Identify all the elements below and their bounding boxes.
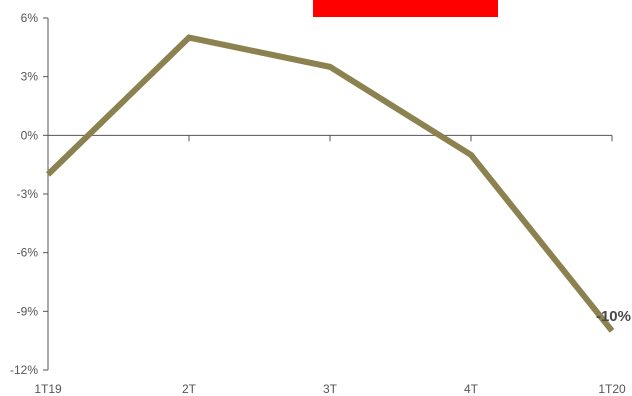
header-red-box [313,0,498,17]
y-tick-labels: 6% 3% 0% -3% -6% -9% -12% [10,11,38,377]
y-tick-label: -6% [17,246,39,260]
series-group [45,34,615,333]
x-tick-label: 2T [182,382,197,396]
y-tick-label: 3% [21,70,39,84]
x-tick-label: 4T [464,382,479,396]
annotations-group: -10% [596,308,631,325]
y-tick-label: 0% [21,128,39,142]
x-tick-label: 1T20 [598,382,626,396]
y-tick-label: -12% [10,363,38,377]
y-tick-label: -9% [17,304,39,318]
y-tick-label: 6% [21,11,39,25]
x-tick-labels: 1T19 2T 3T 4T 1T20 [34,382,626,396]
series-line [45,34,615,333]
x-tick-label: 3T [323,382,338,396]
y-tick-label: -3% [17,187,39,201]
data-label: -10% [596,308,631,325]
x-tick-label: 1T19 [34,382,62,396]
chart-axes [43,17,613,371]
